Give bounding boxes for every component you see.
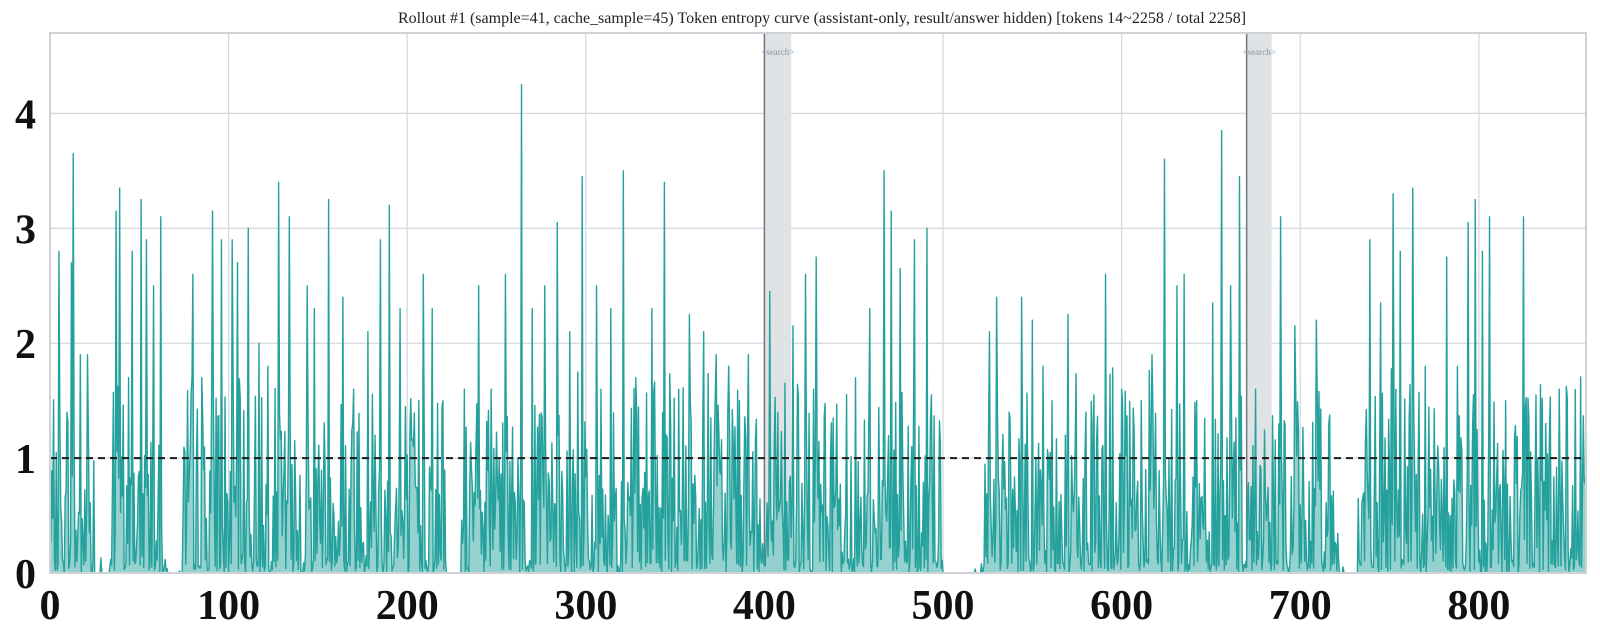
entropy-series [49,84,1587,574]
entropy-line [49,84,1587,574]
plot-frame [49,32,1587,574]
y-tick-label: 3 [15,207,36,253]
x-tick-label: 800 [1447,583,1510,629]
x-tick-label: 200 [376,583,439,629]
y-tick-label: 2 [15,322,36,368]
x-tick-label: 700 [1269,583,1332,629]
y-tick-label: 4 [15,92,36,138]
x-tick-label: 600 [1090,583,1153,629]
y-tick-label: 0 [15,552,36,598]
search-band-label: <search> [1243,47,1276,57]
y-tick-label: 1 [15,437,36,483]
search-band-label: <search> [761,47,794,57]
axis-ticks: 0 100 200 300 400 500 600 700 800 0 1 2 3 4 [15,92,1510,629]
x-tick-label: 500 [912,583,975,629]
chart-title: Rollout #1 (sample=41, cache_sample=45) … [398,10,1246,27]
x-tick-label: 400 [733,583,796,629]
x-tick-label: 100 [197,583,260,629]
x-tick-label: 300 [554,583,617,629]
x-tick-label: 0 [40,583,61,629]
